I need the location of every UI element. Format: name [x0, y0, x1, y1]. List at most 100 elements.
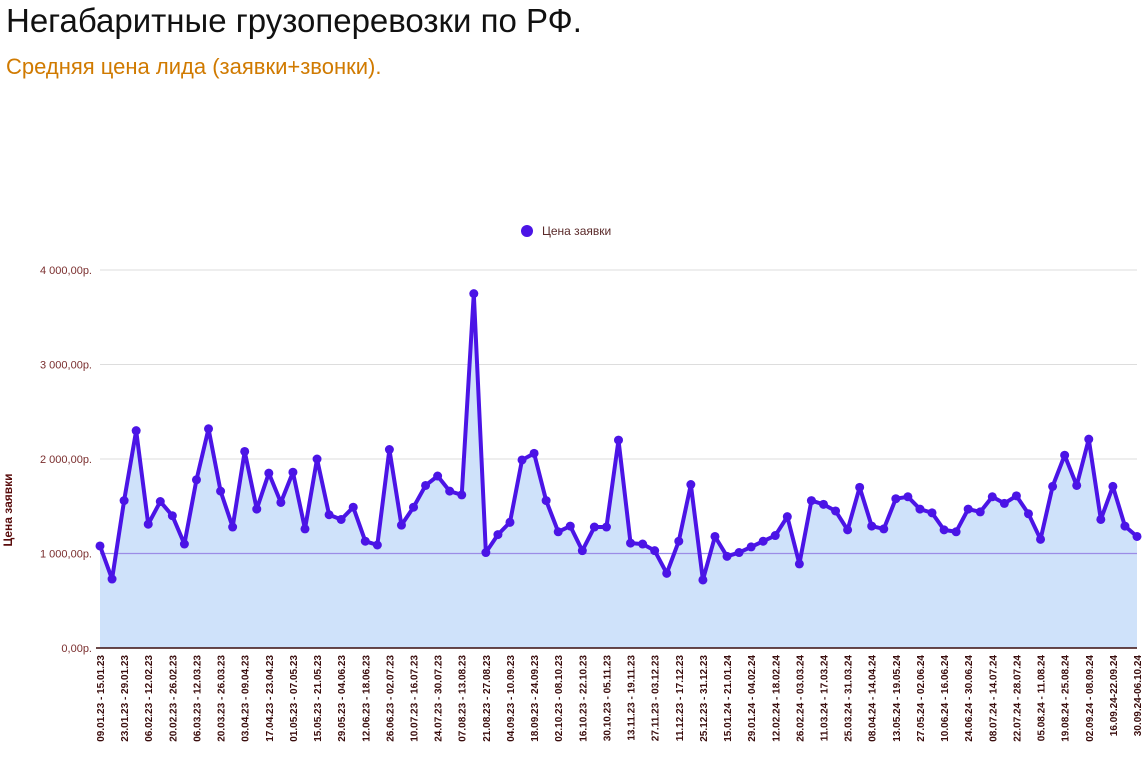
data-point	[529, 448, 539, 458]
data-point	[1060, 450, 1070, 460]
data-point	[818, 499, 828, 509]
data-point	[143, 519, 153, 529]
data-point	[240, 446, 250, 456]
data-point	[614, 435, 623, 445]
y-tick-label: 0,00р.	[61, 643, 92, 655]
data-point	[746, 542, 756, 552]
data-point	[650, 546, 660, 556]
data-point	[722, 551, 732, 561]
data-point	[276, 497, 286, 507]
data-point	[1048, 481, 1058, 491]
data-point	[300, 524, 310, 534]
x-tick-label: 13.11.23 - 19.11.23	[627, 655, 638, 741]
x-tick-label: 02.09.24 - 08.09.24	[1085, 655, 1096, 742]
y-tick-label: 3 000,00р.	[40, 360, 92, 372]
y-tick-label: 2 000,00р.	[40, 454, 92, 466]
data-point	[372, 540, 382, 550]
x-tick-label: 25.03.24 - 31.03.24	[844, 655, 855, 742]
chart-legend: Цена заявки	[521, 224, 611, 238]
data-point	[758, 536, 768, 546]
x-tick-label: 08.07.24 - 14.07.24	[988, 655, 999, 742]
data-point	[674, 536, 684, 546]
y-tick-label: 4 000,00р.	[40, 265, 92, 277]
data-point	[710, 531, 720, 541]
legend-label: Цена заявки	[542, 224, 611, 238]
x-tick-label: 02.10.23 - 08.10.23	[554, 655, 565, 742]
data-point	[107, 574, 117, 584]
data-point	[481, 548, 491, 558]
legend-marker	[521, 225, 533, 237]
x-tick-label: 26.06.23 - 02.07.23	[385, 655, 396, 742]
data-point	[734, 548, 744, 558]
x-tick-label: 13.05.24 - 19.05.24	[892, 655, 903, 742]
data-point	[999, 498, 1009, 508]
data-point	[987, 492, 997, 502]
x-tick-label: 10.06.24 - 16.06.24	[940, 655, 951, 742]
series-area	[100, 293, 1137, 648]
data-point	[1072, 480, 1082, 490]
x-tick-label: 26.02.24 - 03.03.24	[795, 655, 806, 742]
x-tick-label: 10.07.23 - 16.07.23	[410, 655, 421, 742]
x-tick-label: 08.04.24 - 14.04.24	[868, 655, 879, 742]
data-point	[95, 541, 105, 551]
data-point	[348, 502, 358, 512]
y-tick-label: 1 000,00р.	[40, 549, 92, 561]
data-point	[1108, 481, 1118, 491]
data-point	[312, 454, 322, 464]
y-axis: 0,00р. 1 000,00р. 2 000,00р. 3 000,00р. 4 00…	[40, 265, 92, 655]
data-point	[264, 468, 274, 478]
x-tick-label: 23.01.23 - 29.01.23	[120, 655, 131, 742]
page-title: Негабаритные грузоперевозки по РФ.	[6, 2, 582, 39]
x-tick-label: 20.02.23 - 26.02.23	[168, 655, 179, 742]
data-point	[1132, 531, 1142, 541]
x-tick-label: 29.05.23 - 04.06.23	[337, 655, 348, 742]
data-point	[698, 575, 708, 585]
data-point	[963, 504, 973, 514]
data-point	[601, 522, 611, 532]
x-tick-label: 09.01.23 - 15.01.23	[96, 655, 107, 742]
data-point	[457, 490, 467, 500]
data-point	[770, 531, 780, 541]
data-point	[1120, 521, 1130, 531]
x-tick-label: 29.01.24 - 04.02.24	[747, 655, 758, 742]
data-point	[517, 455, 527, 465]
x-tick-label: 12.06.23 - 18.06.23	[361, 655, 372, 742]
data-point	[939, 525, 949, 535]
data-point	[782, 512, 792, 522]
data-point	[167, 511, 177, 521]
data-point	[216, 486, 226, 496]
x-tick-label: 25.12.23 - 31.12.23	[699, 655, 710, 742]
data-point	[252, 504, 262, 514]
data-point	[879, 524, 889, 534]
data-point	[891, 494, 901, 504]
x-tick-label: 17.04.23 - 23.04.23	[265, 655, 276, 742]
data-point	[662, 568, 672, 578]
data-point	[204, 424, 214, 434]
data-point	[1011, 491, 1021, 501]
data-point	[324, 510, 334, 520]
data-point	[975, 507, 985, 517]
data-point	[541, 496, 551, 506]
x-tick-label: 01.05.23 - 07.05.23	[289, 655, 300, 742]
x-tick-label: 27.05.24 - 02.06.24	[916, 655, 927, 742]
x-tick-label: 03.04.23 - 09.04.23	[241, 655, 252, 742]
data-point	[589, 522, 599, 532]
y-axis-title: Цена заявки	[1, 473, 15, 546]
x-tick-label: 21.08.23 - 27.08.23	[482, 655, 493, 742]
x-tick-label: 06.02.23 - 12.02.23	[144, 655, 155, 742]
data-point	[421, 480, 431, 490]
x-tick-label: 24.07.23 - 30.07.23	[434, 655, 445, 742]
x-tick-label: 12.02.24 - 18.02.24	[771, 655, 782, 742]
x-tick-label: 27.11.23 - 03.12.23	[651, 655, 662, 742]
x-tick-label: 11.03.24 - 17.03.24	[819, 655, 830, 742]
data-point	[577, 546, 587, 556]
data-point	[686, 480, 696, 490]
data-point	[855, 482, 865, 492]
data-point	[360, 536, 370, 546]
x-tick-label: 07.08.23 - 13.08.23	[458, 655, 469, 742]
x-tick-label: 19.08.24 - 25.08.24	[1061, 655, 1072, 742]
data-point	[626, 538, 636, 548]
data-point	[903, 492, 913, 502]
data-point	[565, 521, 575, 531]
